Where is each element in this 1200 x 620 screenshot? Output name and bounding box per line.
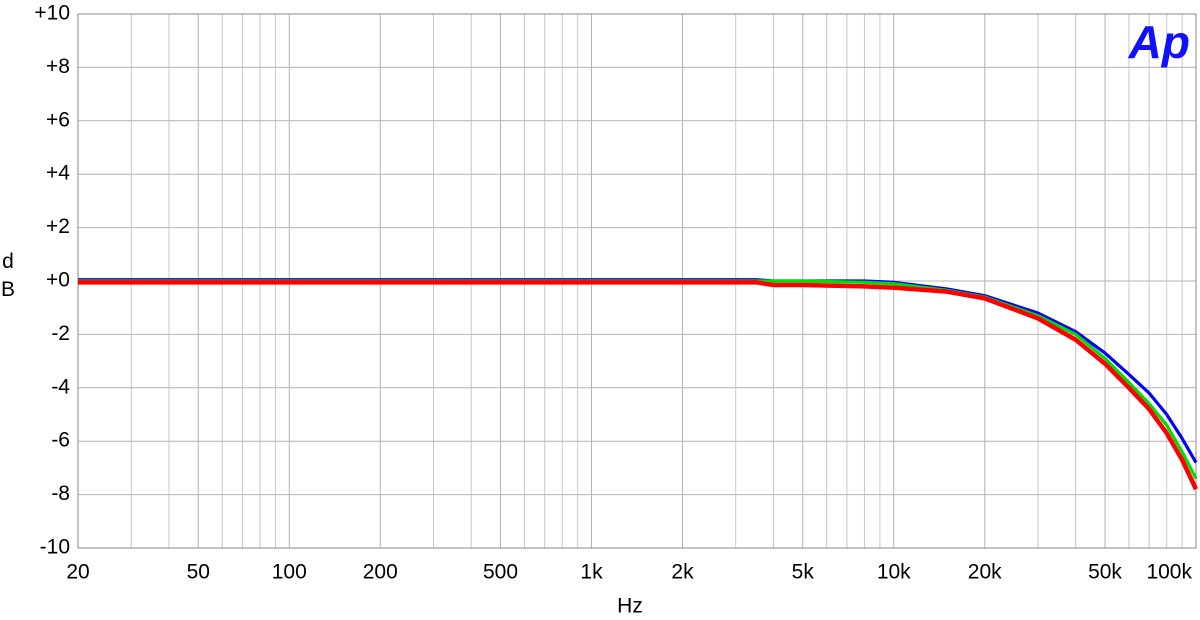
y-axis-label: dB bbox=[0, 250, 15, 301]
x-axis-label: Hz bbox=[617, 595, 643, 618]
y-tick-label: +0 bbox=[46, 269, 70, 292]
y-tick-label: -10 bbox=[40, 536, 70, 559]
series-line bbox=[78, 279, 1198, 480]
x-tick-label: 20 bbox=[66, 561, 89, 584]
y-tick-label: +6 bbox=[46, 108, 70, 131]
x-tick-label: 5k bbox=[792, 561, 815, 584]
x-tick-label: 1k bbox=[580, 561, 603, 584]
x-tick-label: 100k bbox=[1146, 561, 1192, 584]
y-tick-label: +2 bbox=[46, 215, 70, 238]
y-tick-label: +4 bbox=[46, 162, 70, 185]
series-line bbox=[78, 278, 1198, 464]
y-tick-label: -8 bbox=[51, 482, 70, 505]
x-tick-label: 10k bbox=[877, 561, 911, 584]
y-tick-label: -2 bbox=[51, 322, 70, 345]
x-tick-label: 50 bbox=[187, 561, 210, 584]
y-tick-label: -6 bbox=[51, 429, 70, 452]
x-tick-label: 20k bbox=[968, 561, 1002, 584]
x-tick-label: 50k bbox=[1088, 561, 1122, 584]
y-tick-label: -4 bbox=[51, 375, 70, 398]
x-tick-label: 100 bbox=[272, 561, 307, 584]
x-tick-label: 200 bbox=[363, 561, 398, 584]
series-line bbox=[78, 280, 1199, 491]
x-tick-label: 500 bbox=[483, 561, 518, 584]
y-tick-label: +8 bbox=[46, 55, 70, 78]
logo: Ap bbox=[1128, 16, 1190, 68]
y-tick-label: +10 bbox=[34, 2, 70, 25]
x-tick-label: 2k bbox=[671, 561, 694, 584]
